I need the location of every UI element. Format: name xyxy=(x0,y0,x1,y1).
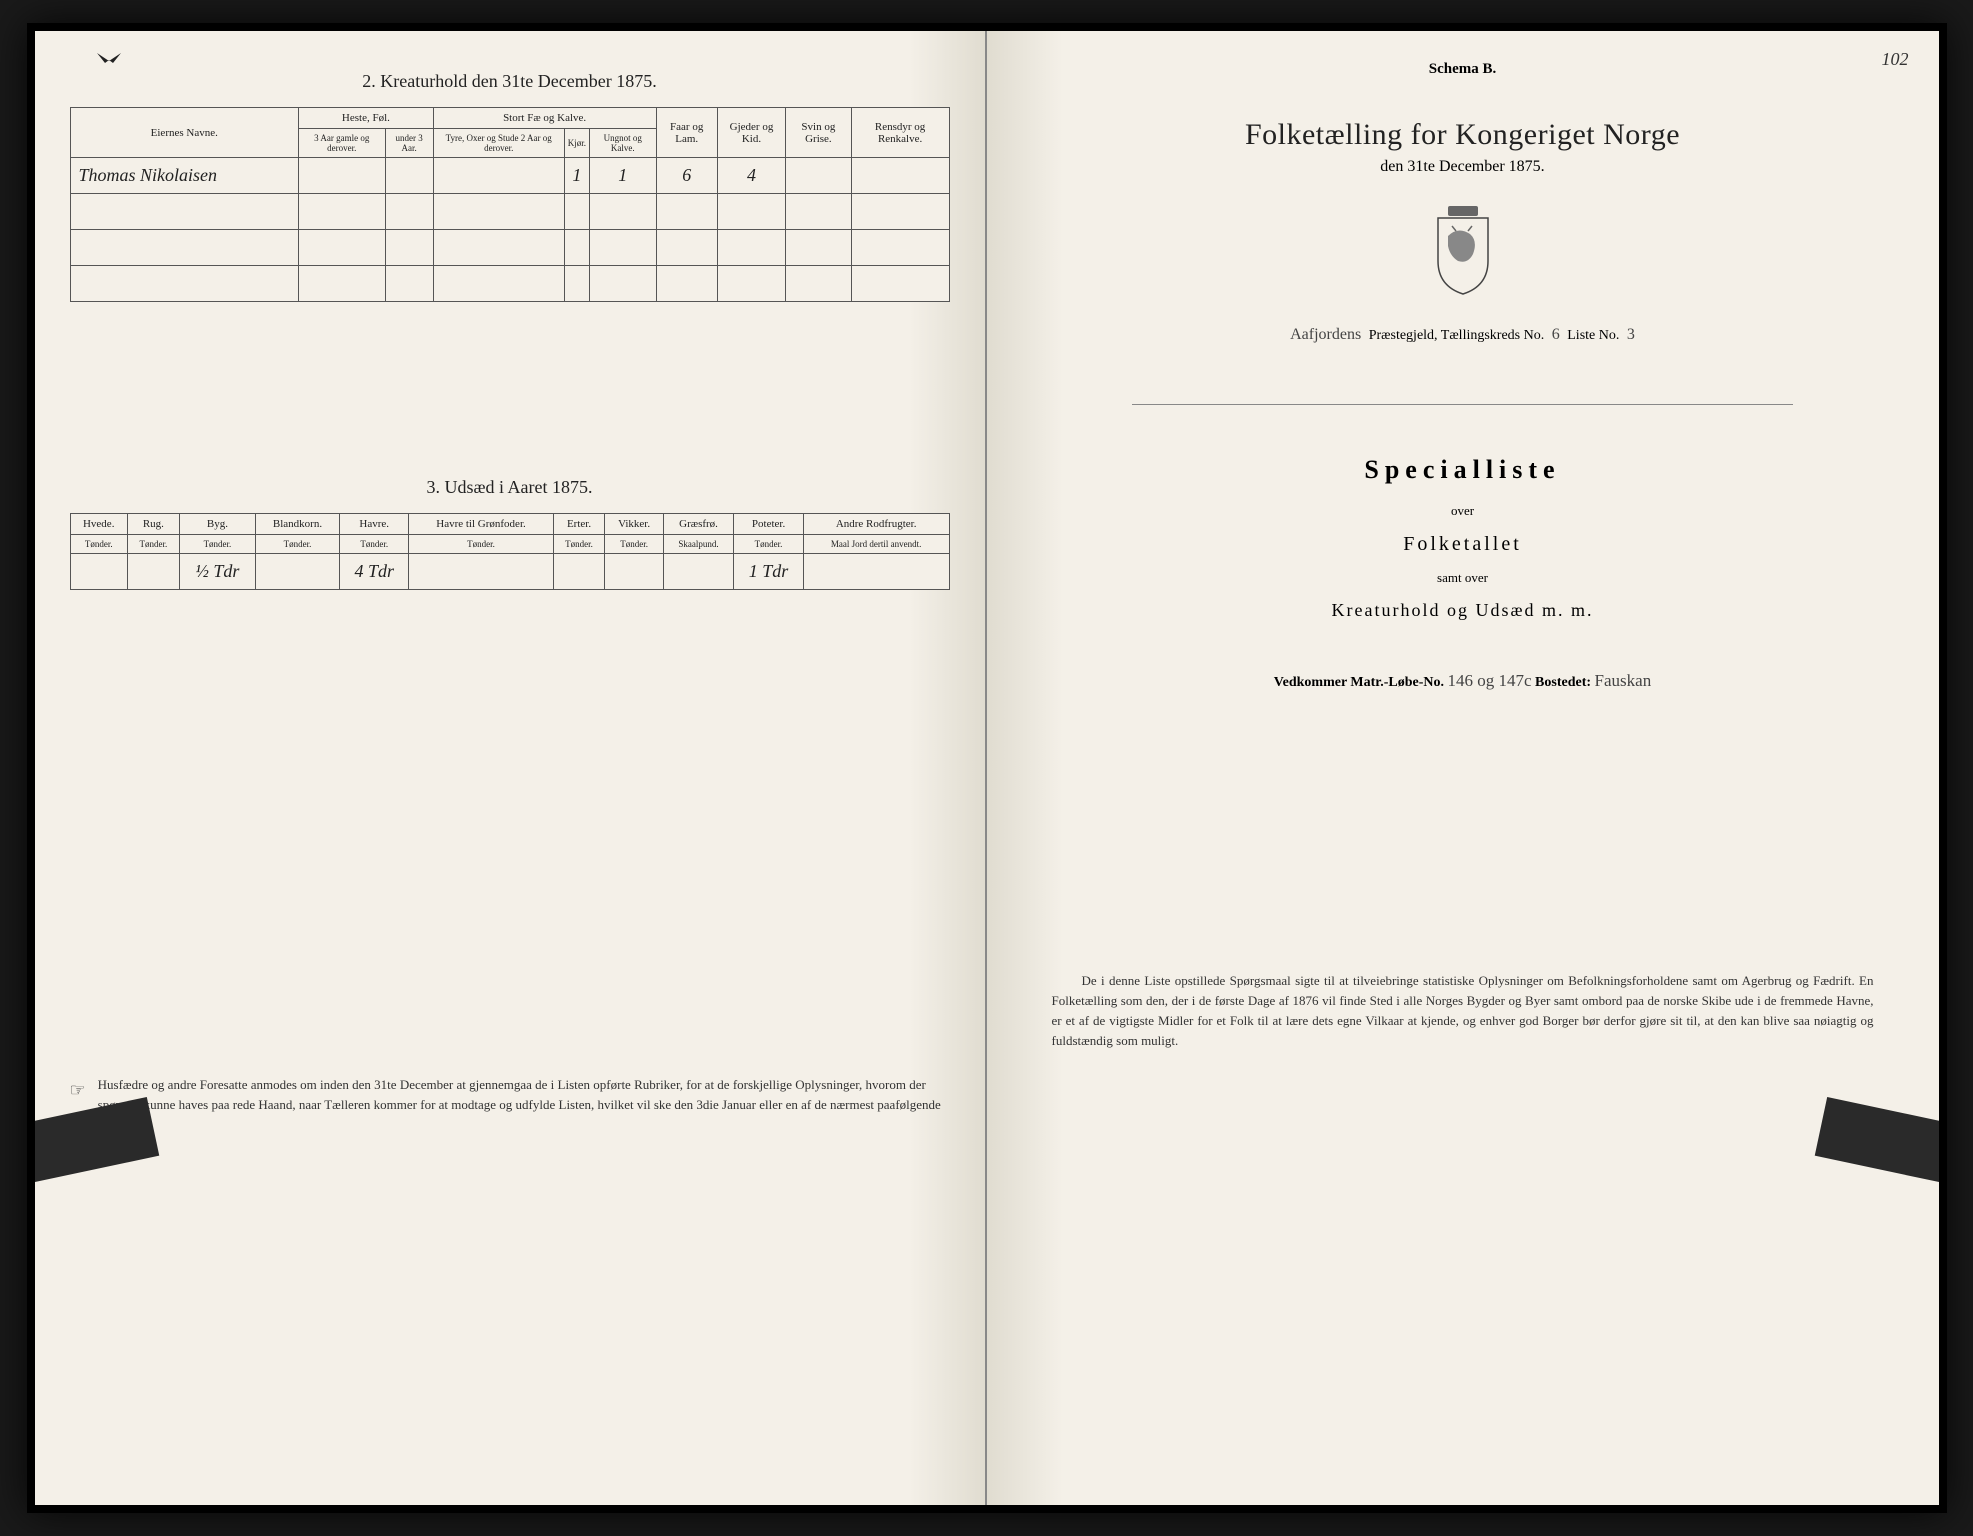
cell xyxy=(409,554,553,590)
col-havreg: Havre til Grønfoder. xyxy=(409,514,553,535)
coat-of-arms-icon xyxy=(1428,206,1498,296)
cell xyxy=(70,230,299,266)
col-bland: Blandkorn. xyxy=(256,514,340,535)
col-hvede: Hvede. xyxy=(70,514,127,535)
bostedet: Fauskan xyxy=(1595,671,1652,690)
col-havre: Havre. xyxy=(339,514,408,535)
col-erter: Erter. xyxy=(553,514,605,535)
col-group-heste: Heste, Føl. xyxy=(299,108,434,129)
cell: 1 xyxy=(564,158,589,194)
bostedet-label: Bostedet: xyxy=(1535,675,1595,690)
cell: 1 xyxy=(589,158,656,194)
cell xyxy=(70,266,299,302)
cell: ½ Tdr xyxy=(179,554,255,590)
col-group-stort: Stort Fæ og Kalve. xyxy=(433,108,656,129)
cell: 4 xyxy=(717,158,785,194)
unit: Maal Jord dertil anvendt. xyxy=(803,535,949,554)
cell: 1 Tdr xyxy=(734,554,803,590)
cell xyxy=(127,554,179,590)
unit: Tønder. xyxy=(256,535,340,554)
cell xyxy=(70,194,299,230)
parish-prefix: Aafjordens xyxy=(1286,326,1365,343)
vedkommer-line: Vedkommer Matr.-Løbe-No. 146 og 147c Bos… xyxy=(1022,671,1904,691)
left-page: 2. Kreaturhold den 31te December 1875. E… xyxy=(35,31,987,1505)
table-row: ½ Tdr 4 Tdr 1 Tdr xyxy=(70,554,949,590)
footnote-text: Husfædre og andre Foresatte anmodes om i… xyxy=(98,1075,950,1134)
unit: Skaalpund. xyxy=(663,535,734,554)
col-owner: Eiernes Navne. xyxy=(70,108,299,158)
cell xyxy=(433,158,564,194)
unit: Tønder. xyxy=(553,535,605,554)
cell xyxy=(786,158,852,194)
right-page: 102 Schema B. Folketælling for Kongerige… xyxy=(987,31,1939,1505)
section3-title: 3. Udsæd i Aaret 1875. xyxy=(70,477,950,498)
col-rug: Rug. xyxy=(127,514,179,535)
table-row: Thomas Nikolaisen 1 1 6 4 xyxy=(70,158,949,194)
schema-label: Schema B. xyxy=(1022,61,1904,78)
unit: Tønder. xyxy=(127,535,179,554)
page-clip-icon xyxy=(1814,1097,1938,1193)
samt-label: samt over xyxy=(1022,570,1904,586)
cell xyxy=(663,554,734,590)
col-graes: Græsfrø. xyxy=(663,514,734,535)
col-vikker: Vikker. xyxy=(605,514,663,535)
parish-line: Aafjordens Præstegjeld, Tællingskreds No… xyxy=(1022,326,1904,344)
unit: Tønder. xyxy=(734,535,803,554)
special-title: Specialliste xyxy=(1022,455,1904,485)
seed-table: Hvede. Rug. Byg. Blandkorn. Havre. Havre… xyxy=(70,513,950,590)
unit: Tønder. xyxy=(70,535,127,554)
col-kjor: Kjør. xyxy=(564,129,589,158)
right-footnote: De i denne Liste opstillede Spørgsmaal s… xyxy=(1022,971,1904,1052)
main-title: Folketælling for Kongeriget Norge xyxy=(1022,118,1904,152)
cell xyxy=(605,554,663,590)
col-svin: Svin og Grise. xyxy=(786,108,852,158)
liste-label: Liste No. xyxy=(1567,328,1623,343)
cell xyxy=(803,554,949,590)
cell xyxy=(70,554,127,590)
cell xyxy=(851,158,949,194)
cell xyxy=(256,554,340,590)
col-poteter: Poteter. xyxy=(734,514,803,535)
divider xyxy=(1132,404,1794,405)
col-stort1: Tyre, Oxer og Stude 2 Aar og derover. xyxy=(433,129,564,158)
unit: Tønder. xyxy=(339,535,408,554)
table-row xyxy=(70,194,949,230)
book-spread: 2. Kreaturhold den 31te December 1875. E… xyxy=(27,23,1947,1513)
kreds-no: 6 xyxy=(1548,326,1564,343)
col-ung: Ungnot og Kalve. xyxy=(589,129,656,158)
col-heste1: 3 Aar gamle og derover. xyxy=(299,129,385,158)
col-byg: Byg. xyxy=(179,514,255,535)
vedkommer-label: Vedkommer Matr.-Løbe-No. xyxy=(1274,675,1448,690)
cell xyxy=(299,158,385,194)
page-clip-icon xyxy=(35,1097,159,1193)
over-label: over xyxy=(1022,503,1904,519)
cell xyxy=(385,158,433,194)
cell: 6 xyxy=(656,158,717,194)
decorative-swallow-icon xyxy=(95,51,123,75)
census-date: den 31te December 1875. xyxy=(1022,158,1904,176)
cell-owner: Thomas Nikolaisen xyxy=(70,158,299,194)
table-row xyxy=(70,230,949,266)
col-andre: Andre Rodfrugter. xyxy=(803,514,949,535)
col-faar: Faar og Lam. xyxy=(656,108,717,158)
unit: Tønder. xyxy=(409,535,553,554)
col-gjeder: Gjeder og Kid. xyxy=(717,108,785,158)
left-footnote: ☞ Husfædre og andre Foresatte anmodes om… xyxy=(70,1075,950,1134)
cell: 4 Tdr xyxy=(339,554,408,590)
col-heste2: under 3 Aar. xyxy=(385,129,433,158)
folketallet-label: Folketallet xyxy=(1022,533,1904,556)
page-number: 102 xyxy=(1882,49,1909,70)
table-row xyxy=(70,266,949,302)
cell xyxy=(553,554,605,590)
unit: Tønder. xyxy=(179,535,255,554)
liste-no: 3 xyxy=(1623,326,1639,343)
kreatur-label: Kreaturhold og Udsæd m. m. xyxy=(1022,600,1904,621)
unit: Tønder. xyxy=(605,535,663,554)
section2-title: 2. Kreaturhold den 31te December 1875. xyxy=(70,71,950,92)
parish-label: Præstegjeld, Tællingskreds No. xyxy=(1369,328,1548,343)
col-rensdyr: Rensdyr og Renkalve. xyxy=(851,108,949,158)
livestock-table: Eiernes Navne. Heste, Føl. Stort Fæ og K… xyxy=(70,107,950,302)
matr-no: 146 og 147c xyxy=(1447,671,1531,690)
